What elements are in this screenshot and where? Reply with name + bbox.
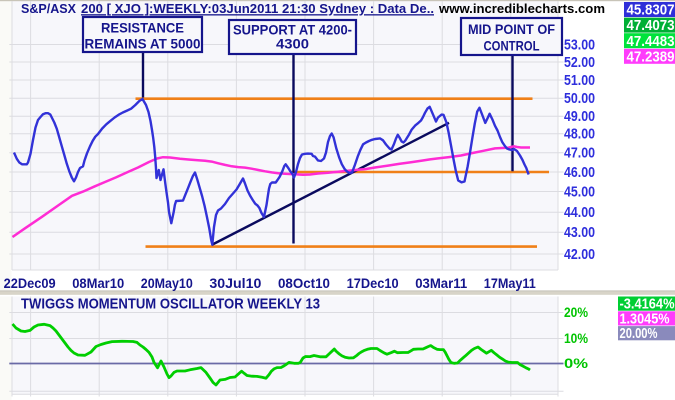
svg-text:49.00: 49.00 [564, 109, 595, 125]
svg-text:4300: 4300 [276, 37, 309, 52]
svg-text:1.3045%: 1.3045% [620, 311, 670, 327]
svg-text:48.00: 48.00 [564, 127, 595, 143]
svg-text:53.00: 53.00 [564, 37, 595, 53]
svg-text:S&P/ASX: S&P/ASX [21, 1, 76, 16]
svg-text:RESISTANCE: RESISTANCE [101, 21, 184, 36]
svg-text:-3.4164%: -3.4164% [620, 297, 675, 313]
svg-text:CONTROL: CONTROL [484, 39, 540, 54]
svg-text:45.00: 45.00 [564, 184, 595, 200]
svg-text:20%: 20% [564, 304, 588, 320]
svg-text:10%: 10% [564, 330, 588, 346]
svg-text:42.00: 42.00 [564, 247, 595, 263]
svg-text:20May10: 20May10 [141, 276, 193, 291]
svg-text:TWIGGS MOMENTUM OSCILLATOR WEE: TWIGGS MOMENTUM OSCILLATOR WEEKLY 13 [21, 297, 320, 313]
svg-text:47.2389: 47.2389 [627, 49, 675, 65]
svg-text:20.00%: 20.00% [620, 326, 658, 342]
svg-text:52.00: 52.00 [564, 55, 595, 71]
svg-text:46.00: 46.00 [564, 165, 595, 181]
svg-text:43.00: 43.00 [564, 225, 595, 241]
svg-text:08Oct10: 08Oct10 [278, 276, 330, 291]
svg-text:47.4483: 47.4483 [627, 34, 675, 50]
svg-text:SUPPORT AT 4200-: SUPPORT AT 4200- [233, 23, 352, 38]
svg-text:44.00: 44.00 [564, 205, 595, 221]
svg-text:45.8307: 45.8307 [627, 3, 675, 19]
svg-text:50.00: 50.00 [564, 91, 595, 107]
svg-text:200 [ XJO ]:WEEKLY:03Jun2011 2: 200 [ XJO ]:WEEKLY:03Jun2011 21:30 Sydne… [81, 1, 434, 16]
svg-text:17May11: 17May11 [484, 276, 536, 291]
svg-text:30Jul10: 30Jul10 [209, 276, 261, 291]
svg-text:08Mar10: 08Mar10 [72, 276, 124, 291]
svg-text:03Mar11: 03Mar11 [415, 276, 467, 291]
svg-text:47.4073: 47.4073 [627, 18, 675, 34]
svg-text:MID POINT OF: MID POINT OF [468, 22, 555, 37]
svg-text:51.00: 51.00 [564, 73, 595, 89]
svg-text:REMAINS AT 5000: REMAINS AT 5000 [85, 37, 201, 52]
svg-text:www.incrediblecharts.com: www.incrediblecharts.com [438, 1, 605, 16]
svg-text:0%: 0% [564, 355, 589, 371]
svg-text:47.00: 47.00 [564, 146, 595, 162]
svg-text:22Dec09: 22Dec09 [4, 276, 56, 291]
svg-text:17Dec10: 17Dec10 [347, 276, 399, 291]
